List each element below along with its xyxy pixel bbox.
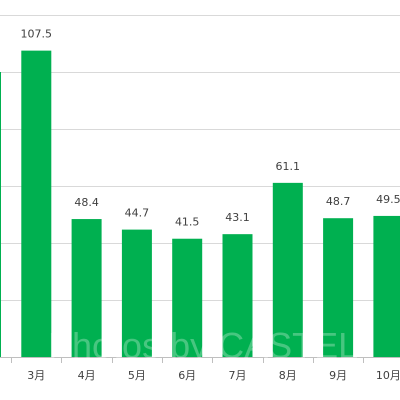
- bar: [21, 50, 52, 357]
- bar-series: [0, 50, 400, 357]
- x-tick-label: 7月: [229, 369, 247, 382]
- bar-value-label: 61.1: [276, 160, 301, 173]
- bar: [0, 72, 1, 357]
- bar-value-label: 49.5: [376, 193, 400, 206]
- bar: [121, 229, 152, 357]
- bar-value-label: 44.7: [125, 207, 150, 220]
- bar: [373, 215, 400, 357]
- bar: [172, 238, 203, 357]
- x-tick-label: 5月: [128, 369, 146, 382]
- bar-value-label: 48.4: [74, 196, 99, 209]
- watermark-text: Photos by CASTEL: [48, 325, 358, 366]
- x-axis-ticks: [11, 357, 364, 363]
- x-tick-label: 6月: [178, 369, 196, 382]
- bar-value-label: 41.5: [175, 216, 200, 229]
- x-tick-label: 9月: [329, 369, 347, 382]
- bar: [222, 234, 253, 357]
- x-tick-label: 10月: [376, 369, 400, 382]
- x-tick-label: 4月: [78, 369, 96, 382]
- bar-value-label: 43.1: [225, 211, 250, 224]
- bar: [71, 219, 102, 357]
- bar: [272, 182, 303, 357]
- bar: [323, 218, 354, 357]
- x-tick-label: 8月: [279, 369, 297, 382]
- value-labels: 107.5 48.4 44.7 41.5 43.1 61.1 48.7 49.5: [21, 28, 400, 229]
- x-axis-labels: 3月 4月 5月 6月 7月 8月 9月 10月: [27, 369, 400, 382]
- bar-value-label: 107.5: [21, 28, 53, 41]
- bar-value-label: 48.7: [326, 195, 351, 208]
- x-tick-label: 3月: [27, 369, 45, 382]
